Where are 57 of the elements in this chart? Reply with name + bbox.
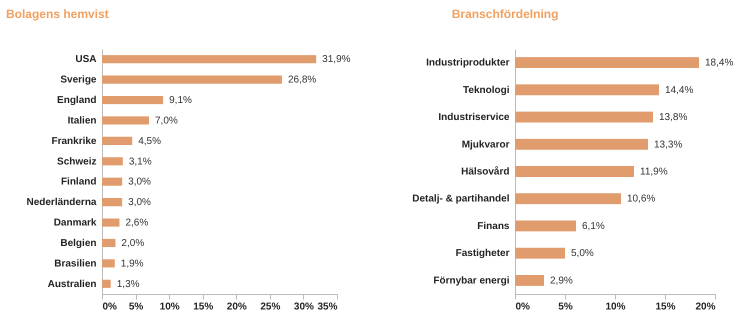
y-tick-label: Industriprodukter (426, 58, 510, 69)
x-tick-label: 5% (128, 302, 144, 312)
y-tick-label: Fastigheter (456, 248, 510, 260)
data-label: 2,6% (125, 218, 148, 229)
data-label: 10,6% (627, 194, 656, 205)
data-label: 9,1% (169, 95, 192, 106)
data-label: 14,4% (665, 84, 694, 96)
y-tick-label: USA (75, 54, 96, 66)
y-tick-label: England (57, 95, 96, 106)
x-tick-label: 20% (695, 302, 716, 312)
data-label: 11,9% (640, 166, 668, 178)
x-tick-label: 30% (294, 302, 314, 312)
data-label: 31,9% (322, 54, 351, 66)
data-label: 18,4% (705, 58, 734, 69)
data-label: 6,1% (582, 220, 605, 232)
x-tick-label: 10% (160, 302, 180, 312)
y-tick-label: Frankrike (51, 136, 97, 147)
data-label: 13,8% (659, 112, 688, 124)
data-label: 1,3% (116, 278, 140, 290)
x-tick-label: 0% (102, 302, 118, 312)
y-tick-label: Detalj- & partihandel (412, 194, 510, 205)
data-label: 3,0% (128, 176, 152, 188)
x-tick-label: 15% (193, 302, 214, 312)
y-tick-label: Nederländerna (26, 197, 97, 208)
x-tick-label: 20% (226, 302, 247, 312)
y-tick-label: Teknologi (463, 84, 510, 96)
x-tick-label: 15% (655, 302, 676, 312)
y-tick-label: Förnybar energi (433, 275, 510, 286)
y-tick-label: Sverige (60, 74, 97, 86)
data-label: 5,0% (571, 248, 594, 260)
data-label: 26,8% (288, 74, 316, 86)
data-label: 3,0% (128, 197, 152, 208)
data-label: 3,1% (128, 156, 152, 168)
y-tick-label: Hälsovård (461, 166, 510, 178)
y-tick-label: Danmark (54, 218, 97, 229)
y-tick-label: Finland (60, 176, 96, 188)
y-tick-label: Industriservice (438, 112, 510, 124)
data-label: 2,9% (550, 275, 573, 286)
y-tick-label: Finans (477, 220, 510, 232)
data-label: 13,3% (654, 139, 682, 150)
data-label: 1,9% (120, 258, 144, 270)
data-label: 4,5% (138, 136, 162, 147)
chart-title: Branschfördelning (452, 7, 558, 21)
y-tick-label: Mjukvaror (462, 139, 510, 150)
x-tick-label: 10% (605, 302, 626, 312)
y-tick-label: Australien (48, 278, 96, 290)
chart-title: Bolagens hemvist (6, 7, 109, 21)
x-tick-label: 25% (260, 302, 280, 312)
y-tick-label: Brasilien (54, 258, 96, 270)
y-tick-label: Schweiz (57, 156, 96, 168)
y-tick-label: Italien (68, 115, 96, 126)
x-tick-label: 0% (516, 302, 530, 312)
data-label: 7,0% (155, 115, 178, 126)
x-tick-label: 35% (317, 302, 338, 312)
x-tick-label: 5% (558, 302, 573, 312)
data-label: 2,0% (121, 238, 144, 249)
y-tick-label: Belgien (60, 238, 96, 249)
